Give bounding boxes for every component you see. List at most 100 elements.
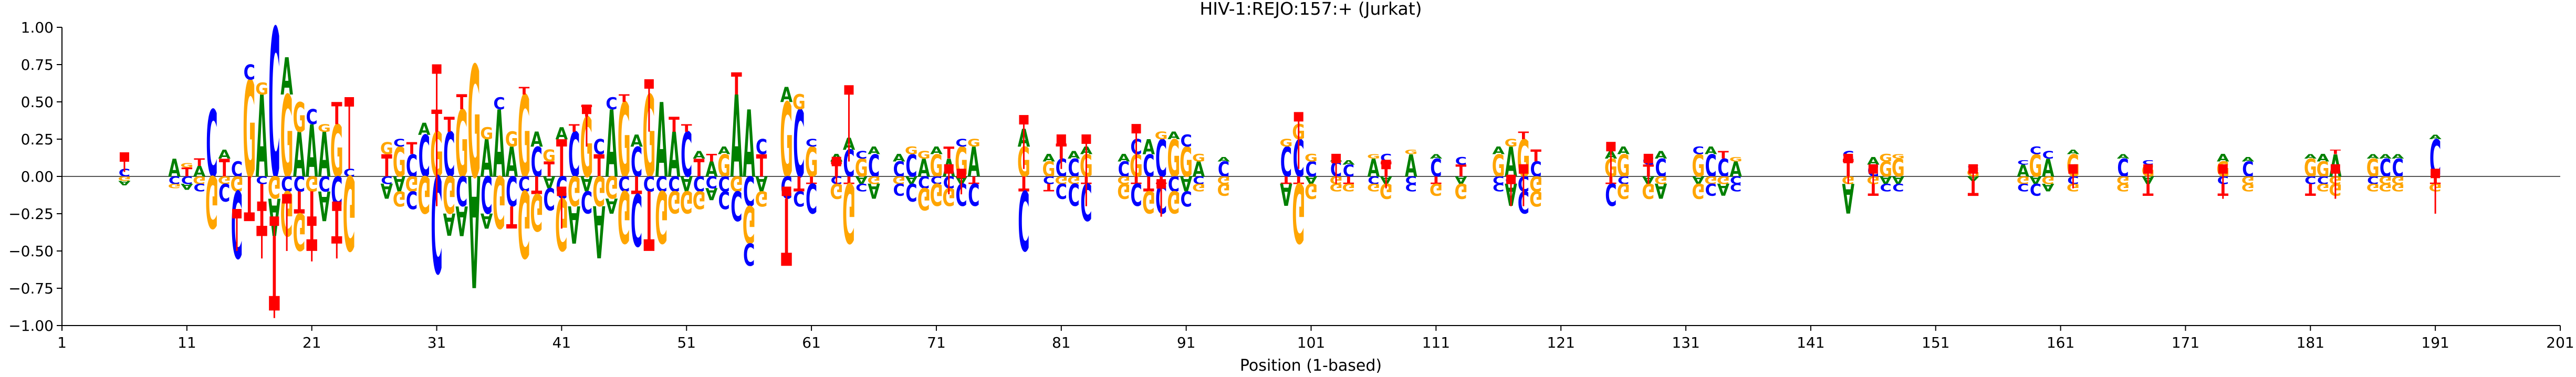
x-tick-label: 161: [2047, 334, 2074, 351]
logo-letter-C: C: [2317, 174, 2329, 186]
error-bar-cap: [1968, 164, 1978, 174]
logo-letter-A: A: [256, 73, 268, 204]
error-bar: [956, 169, 966, 195]
logo-letter-A: A: [1655, 149, 1667, 161]
logo-letter-G: G: [568, 167, 581, 215]
error-bar-cap: [2143, 164, 2153, 174]
logo-letter-T: T: [1431, 174, 1442, 186]
logo-letter-C: C: [1705, 180, 1716, 198]
logo-letter-C: C: [419, 123, 430, 190]
logo-letter-G: G: [917, 149, 931, 161]
logo-letter-G: G: [1067, 174, 1080, 186]
error-bar: [844, 85, 854, 162]
logo-letter-G: G: [655, 174, 668, 257]
logo-letter-C: C: [268, 0, 280, 225]
logo-letter-T: T: [1018, 171, 1029, 195]
logo-letter-G: G: [868, 174, 881, 186]
logo-letter-A: A: [481, 129, 493, 188]
logo-letter-G: G: [1654, 174, 1667, 186]
logo-letter-C: C: [1130, 176, 1142, 212]
logo-letter-G: G: [243, 54, 256, 208]
error-bar-cap: [1381, 160, 1391, 170]
logo-letter-G: G: [1692, 179, 1705, 202]
x-tick-label: 41: [552, 334, 571, 351]
logo-letter-T: T: [619, 92, 630, 104]
logo-letter-T: T: [1518, 130, 1529, 142]
error-bar: [831, 156, 841, 184]
y-tick-label: −0.75: [8, 280, 54, 297]
logo-letter-G: G: [2366, 154, 2380, 183]
logo-letter-A: A: [293, 120, 306, 191]
logo-letter-C: C: [718, 185, 729, 214]
logo-letter-T: T: [706, 152, 717, 164]
logo-letter-C: C: [931, 174, 942, 186]
logo-letter-C: C: [218, 177, 230, 206]
error-bar-cap: [1019, 115, 1029, 125]
logo-letter-C: C: [743, 236, 755, 272]
logo-letter-C: C: [506, 167, 517, 215]
logo-letter-C: C: [318, 171, 330, 195]
error-bar-cap: [232, 209, 242, 218]
x-tick-label: 101: [1297, 334, 1325, 351]
logo-letter-A: A: [193, 163, 206, 180]
logo-letter-A: A: [181, 182, 193, 191]
error-bar: [1019, 115, 1029, 169]
logo-letter-G: G: [618, 82, 631, 201]
logo-letter-G: G: [493, 159, 506, 243]
error-bar-cap: [345, 97, 354, 107]
logo-letter-C: C: [1493, 174, 1504, 186]
logo-letter-T: T: [2305, 180, 2316, 198]
error-bar: [581, 104, 591, 147]
logo-letter-A: A: [493, 91, 506, 198]
error-bar-cap: [1506, 174, 1516, 184]
logo-letter-G: G: [1617, 148, 1630, 184]
error-bar-cap: [557, 186, 567, 196]
logo-letter-G: G: [343, 152, 356, 271]
chart-title: HIV-1:REJO:157:+ (Jurkat): [1200, 0, 1422, 19]
logo-letter-A: A: [2392, 153, 2404, 160]
logo-letter-T: T: [556, 129, 567, 188]
logo-letter-G: G: [1404, 149, 1417, 155]
logo-letter-G: G: [418, 164, 431, 224]
logo-letter-T: T: [381, 148, 392, 184]
logo-letter-C: C: [1717, 154, 1729, 183]
logo-letter-C: C: [1180, 132, 1192, 151]
logo-letter-A: A: [743, 91, 755, 198]
error-bar-cap: [1643, 153, 1653, 163]
logo-letter-G: G: [668, 184, 681, 220]
logo-letter-C: C: [1218, 158, 1229, 182]
logo-letter-A: A: [1368, 154, 1380, 183]
logo-letter-A: A: [543, 172, 556, 191]
logo-letter-C: C: [281, 171, 293, 195]
error-bar: [1131, 124, 1141, 176]
logo-letter-A: A: [1493, 145, 1505, 157]
logo-letter-T: T: [669, 113, 680, 137]
logo-letter-C: C: [2042, 149, 2054, 161]
error-bar-cap: [282, 194, 292, 204]
logo-letter-C: C: [244, 61, 255, 85]
logo-letter-G: G: [1529, 171, 1542, 195]
error-bar: [781, 186, 791, 244]
logo-letter-A: A: [168, 154, 181, 183]
logo-letter-C: C: [2030, 180, 2041, 198]
logo-letter-T: T: [968, 174, 979, 186]
x-tick-label: 201: [2546, 334, 2574, 351]
logo-letter-C: C: [231, 158, 243, 182]
logo-letter-G: G: [1717, 174, 1730, 186]
error-bar: [1968, 164, 1978, 195]
logo-letter-G: G: [1704, 174, 1717, 186]
logo-letter-T: T: [1131, 174, 1142, 186]
error-bar: [345, 97, 354, 169]
logo-letter-C: C: [456, 167, 467, 215]
logo-letter-G: G: [693, 185, 706, 214]
logo-letter-C: C: [2117, 154, 2129, 183]
logo-letter-A: A: [481, 208, 493, 232]
logo-letter-C: C: [431, 145, 442, 299]
logo-letter-C: C: [1068, 154, 1079, 183]
logo-letter-C: C: [493, 95, 505, 113]
logo-letter-T: T: [444, 113, 455, 137]
error-bar: [1518, 164, 1528, 206]
logo-letter-C: C: [193, 181, 205, 193]
logo-letter-G: G: [1492, 148, 1505, 184]
logo-letter-C: C: [706, 172, 717, 191]
